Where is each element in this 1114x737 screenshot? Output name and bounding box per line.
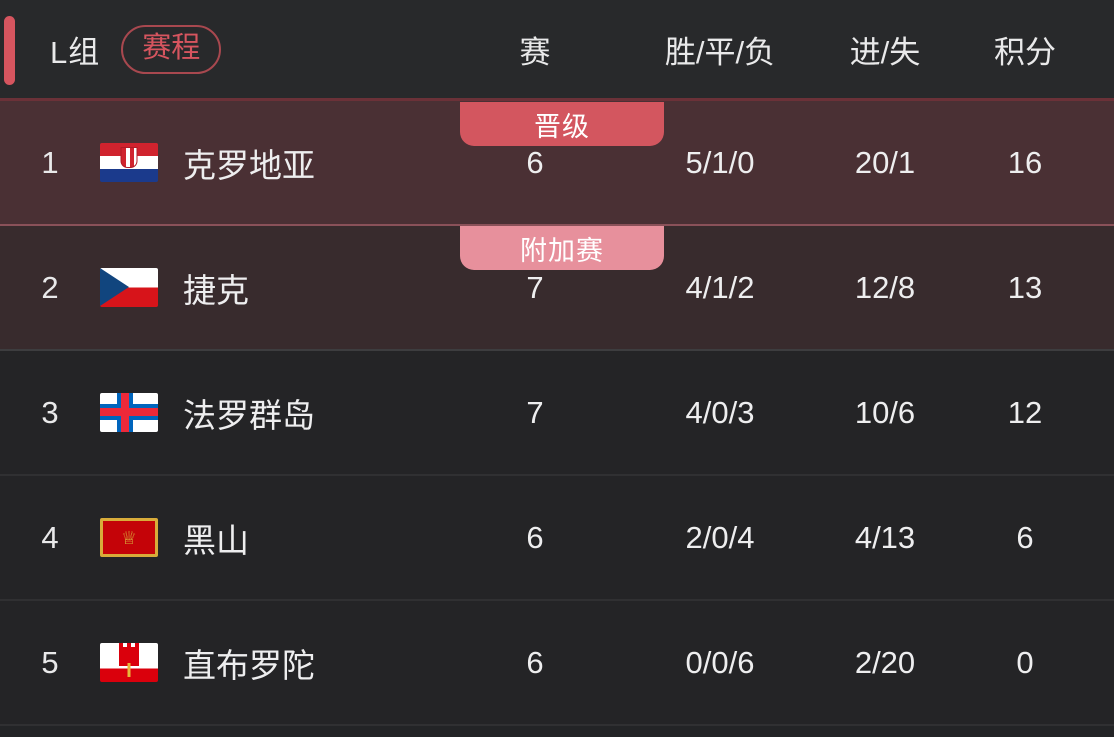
- stat-played: 7: [526, 269, 544, 305]
- stat-played: 7: [526, 394, 544, 430]
- row-rank: 3: [41, 394, 59, 430]
- header-accent-bar: [4, 16, 15, 85]
- table-row[interactable]: 4 ♕ 黑山 6 2/0/4 4/13 6: [0, 476, 1114, 601]
- stat-wdl: 5/1/0: [685, 144, 755, 180]
- team-cell[interactable]: 克罗地亚: [100, 139, 440, 187]
- header-column-group: 赛 胜/平/负 进/失 积分: [440, 0, 1114, 98]
- team-name: 黑山: [183, 521, 249, 559]
- stat-wdl: 4/1/2: [685, 269, 755, 305]
- table-row[interactable]: 晋级 1 克罗地亚 6 5/1/0 20/1 16: [0, 101, 1114, 226]
- faroe-islands-flag-icon: [100, 393, 158, 432]
- stat-points: 13: [1007, 269, 1043, 305]
- row-rank: 4: [41, 519, 59, 555]
- stat-points: 6: [1016, 519, 1034, 555]
- croatia-flag-icon: [100, 143, 158, 182]
- stat-played: 6: [526, 644, 544, 680]
- row-rank: 5: [41, 644, 59, 680]
- stat-played: 6: [526, 144, 544, 180]
- stat-goals: 4/13: [854, 519, 916, 555]
- stat-points: 0: [1016, 644, 1034, 680]
- table-row[interactable]: 附加赛 2 捷克 7 4/1/2 12/8 13: [0, 226, 1114, 351]
- team-name: 克罗地亚: [183, 146, 315, 184]
- row-rank: 2: [41, 269, 59, 305]
- team-name: 直布罗陀: [183, 646, 315, 684]
- stat-goals: 12/8: [854, 269, 916, 305]
- status-badge: 附加赛: [460, 226, 664, 270]
- standings-rows: 晋级 1 克罗地亚 6 5/1/0 20/1 16 附加赛 2 捷克: [0, 101, 1114, 726]
- stat-played: 6: [526, 519, 544, 555]
- gibraltar-flag-icon: [100, 643, 158, 682]
- czech-flag-icon: [100, 268, 158, 307]
- stat-wdl: 4/0/3: [685, 394, 755, 430]
- stat-goals: 10/6: [854, 394, 916, 430]
- table-row[interactable]: 3 法罗群岛 7 4/0/3 10/6 12: [0, 351, 1114, 476]
- column-header-played: 赛: [519, 34, 551, 70]
- stat-points: 12: [1007, 394, 1043, 430]
- stat-wdl: 2/0/4: [685, 519, 755, 555]
- team-name: 法罗群岛: [183, 396, 315, 434]
- column-header-goals: 进/失: [849, 34, 921, 70]
- stat-points: 16: [1007, 144, 1043, 180]
- stat-wdl: 0/0/6: [685, 644, 755, 680]
- stat-goals: 2/20: [854, 644, 916, 680]
- group-label: L组: [50, 34, 101, 70]
- standings-header: L组 赛程 赛 胜/平/负 进/失 积分: [0, 0, 1114, 101]
- team-cell[interactable]: 直布罗陀: [100, 639, 440, 687]
- table-row[interactable]: 5 直布罗陀 6 0/0/6 2/20 0: [0, 601, 1114, 726]
- team-cell[interactable]: 法罗群岛: [100, 389, 440, 437]
- status-badge: 晋级: [460, 102, 664, 146]
- team-cell[interactable]: ♕ 黑山: [100, 514, 440, 562]
- team-cell[interactable]: 捷克: [100, 264, 440, 312]
- stat-goals: 20/1: [854, 144, 916, 180]
- team-name: 捷克: [183, 271, 249, 309]
- schedule-pill-button[interactable]: 赛程: [121, 24, 222, 74]
- column-header-points: 积分: [994, 34, 1056, 70]
- montenegro-flag-icon: ♕: [100, 518, 158, 557]
- row-rank: 1: [41, 144, 59, 180]
- column-header-wdl: 胜/平/负: [664, 34, 776, 70]
